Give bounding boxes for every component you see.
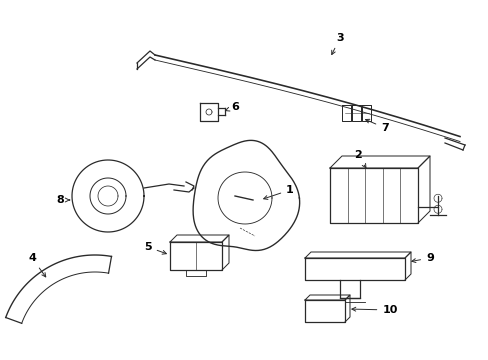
Text: 4: 4 [28,253,46,277]
Text: 1: 1 [263,185,293,199]
Text: 10: 10 [351,305,397,315]
Text: 8: 8 [56,195,69,205]
Text: 7: 7 [365,119,388,133]
Text: 3: 3 [331,33,343,55]
Text: 2: 2 [353,150,365,168]
Text: 5: 5 [144,242,166,254]
Text: 9: 9 [411,253,433,263]
Text: 6: 6 [225,102,239,112]
